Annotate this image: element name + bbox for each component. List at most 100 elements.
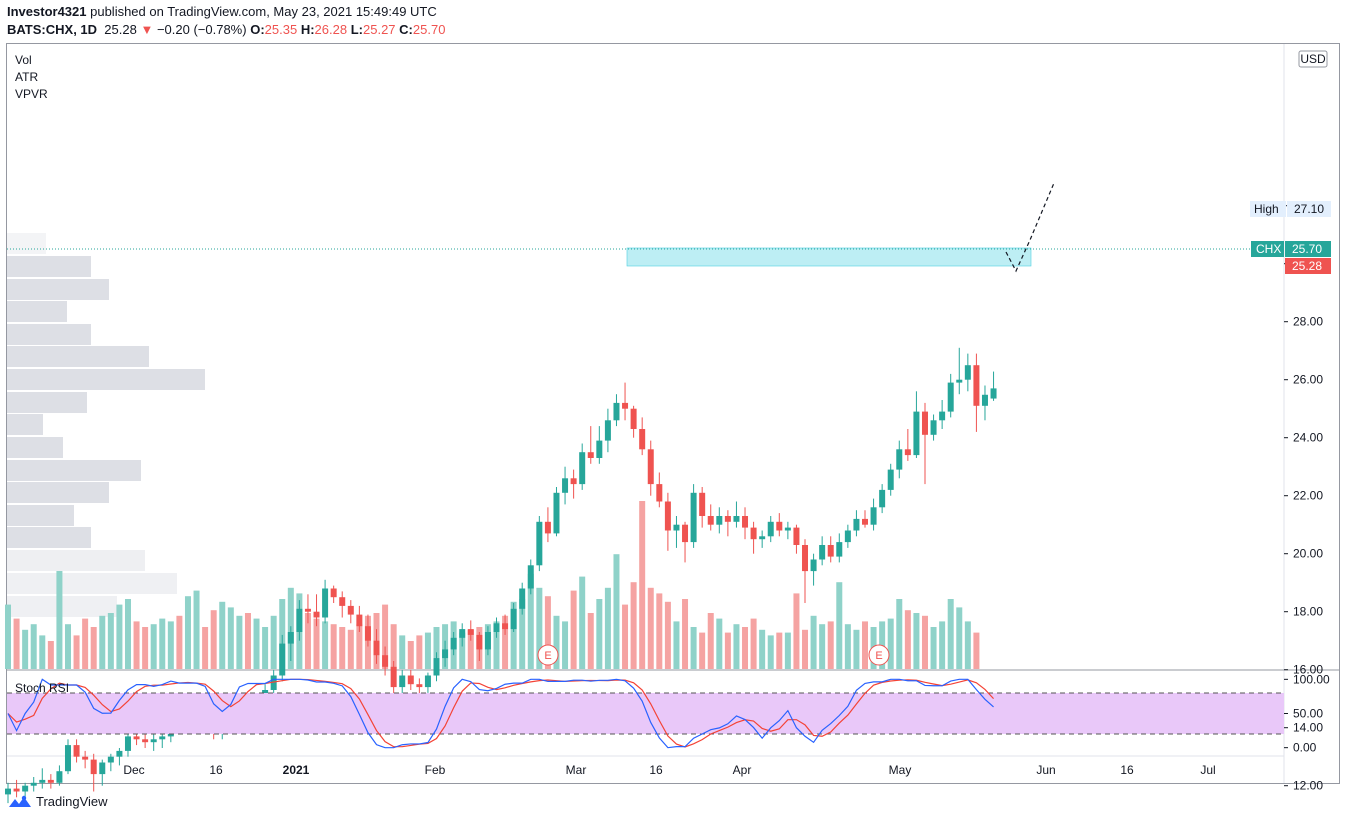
resistance-zone xyxy=(626,247,1032,267)
volume-bar xyxy=(116,604,123,669)
symbol-tag-value: 25.70 xyxy=(1292,242,1322,256)
volume-bar xyxy=(536,587,543,669)
candle-body xyxy=(390,666,397,688)
high-label: H: xyxy=(300,22,315,37)
candle-body xyxy=(73,745,80,757)
volume-bar xyxy=(964,621,971,669)
candle-body xyxy=(562,478,569,493)
published-text: published on TradingView.com, May 23, 20… xyxy=(86,4,437,19)
low-label: L: xyxy=(350,22,363,37)
candle-body xyxy=(587,452,594,458)
last-price: 25.28 xyxy=(104,22,137,37)
candle-body xyxy=(476,634,483,650)
volume-bar xyxy=(227,607,234,669)
volume-bar xyxy=(724,632,731,669)
candle-body xyxy=(382,655,389,667)
volume-bar xyxy=(750,618,757,669)
volume-bar xyxy=(193,590,200,669)
volume-bar xyxy=(150,624,157,669)
footer-brand[interactable]: TradingView xyxy=(8,794,108,809)
volume-bar xyxy=(339,627,346,669)
candle-body xyxy=(990,388,997,399)
volume-bar xyxy=(664,601,671,669)
price-axis-label: 14.00 xyxy=(1293,721,1323,735)
candle-body xyxy=(819,545,826,560)
projection-line xyxy=(1005,182,1055,273)
volume-bar xyxy=(699,632,706,669)
indicator-stoch-rsi[interactable]: Stoch RSI xyxy=(15,681,70,695)
earnings-marker-label: E xyxy=(875,650,882,662)
candle-body xyxy=(330,588,337,598)
volume-bar xyxy=(733,624,740,669)
time-axis-label: Feb xyxy=(425,763,446,777)
high-tag-box xyxy=(1250,201,1286,217)
candle-body xyxy=(116,750,123,757)
volume-bar xyxy=(459,632,466,669)
volume-bar xyxy=(356,624,363,669)
indicator-vpvr[interactable]: VPVR xyxy=(15,87,48,101)
author-name[interactable]: Investor4321 xyxy=(7,4,87,19)
candle-body xyxy=(416,684,423,688)
candle-body xyxy=(887,469,894,490)
candle-body xyxy=(90,759,97,775)
volume-bar xyxy=(656,593,663,669)
price-axis-label: 24.00 xyxy=(1293,431,1323,445)
vpvr-bar xyxy=(7,346,149,367)
candle-body xyxy=(947,382,954,412)
candle-body xyxy=(879,489,886,508)
volume-bar xyxy=(502,615,509,669)
volume-bar xyxy=(167,621,174,669)
volume-bar xyxy=(527,573,534,669)
candle-body xyxy=(313,611,320,618)
candle-body xyxy=(64,745,71,772)
volume-bar xyxy=(210,610,217,669)
volume-bar xyxy=(493,621,500,669)
candle-body xyxy=(930,420,937,435)
vpvr-bar xyxy=(7,414,43,435)
volume-bar xyxy=(604,587,611,669)
candle-body xyxy=(604,420,611,441)
price-axis-label: 26.00 xyxy=(1293,373,1323,387)
candle-body xyxy=(150,739,157,743)
vpvr-bar xyxy=(7,550,145,571)
volume-bar xyxy=(862,621,868,669)
volume-bar xyxy=(767,635,774,669)
volume-bar xyxy=(682,599,689,669)
candle-body xyxy=(767,521,774,537)
indicator-vol[interactable]: Vol xyxy=(15,53,32,67)
price-axis-label: 16.00 xyxy=(1293,663,1323,677)
candle-body xyxy=(699,492,706,516)
volume-bar xyxy=(184,596,191,669)
volume-bar xyxy=(467,629,474,669)
candle-body xyxy=(347,605,354,615)
vpvr-bar xyxy=(7,369,205,390)
candle-body xyxy=(296,608,303,632)
indicator-atr[interactable]: ATR xyxy=(15,70,39,84)
candle-body xyxy=(56,771,63,783)
candle-body xyxy=(553,492,560,534)
volume-bar xyxy=(579,576,586,669)
chart-frame[interactable] xyxy=(6,43,1340,784)
vpvr-bar xyxy=(7,233,46,254)
volume-bar xyxy=(279,599,286,669)
candle-body xyxy=(622,402,629,409)
vpvr-bar xyxy=(7,527,91,548)
volume-bar xyxy=(347,629,354,669)
candle-body xyxy=(673,524,680,531)
volume-bar xyxy=(424,632,431,669)
volume-bar xyxy=(896,599,903,669)
candle-body xyxy=(836,542,843,557)
volume-bar xyxy=(13,618,20,669)
last-price-value: 25.28 xyxy=(1292,259,1322,273)
volume-bar xyxy=(142,627,149,669)
time-axis-label: Mar xyxy=(566,763,587,777)
volume-bar xyxy=(176,615,183,669)
candle-body xyxy=(844,530,851,543)
time-axis-label: Jun xyxy=(1036,763,1055,777)
candle-body xyxy=(784,527,791,531)
symbol-value-box xyxy=(1285,241,1331,257)
time-axis-label: 16 xyxy=(209,763,223,777)
stoch-axis-label: 50.00 xyxy=(1293,707,1323,721)
volume-bar xyxy=(647,587,654,669)
